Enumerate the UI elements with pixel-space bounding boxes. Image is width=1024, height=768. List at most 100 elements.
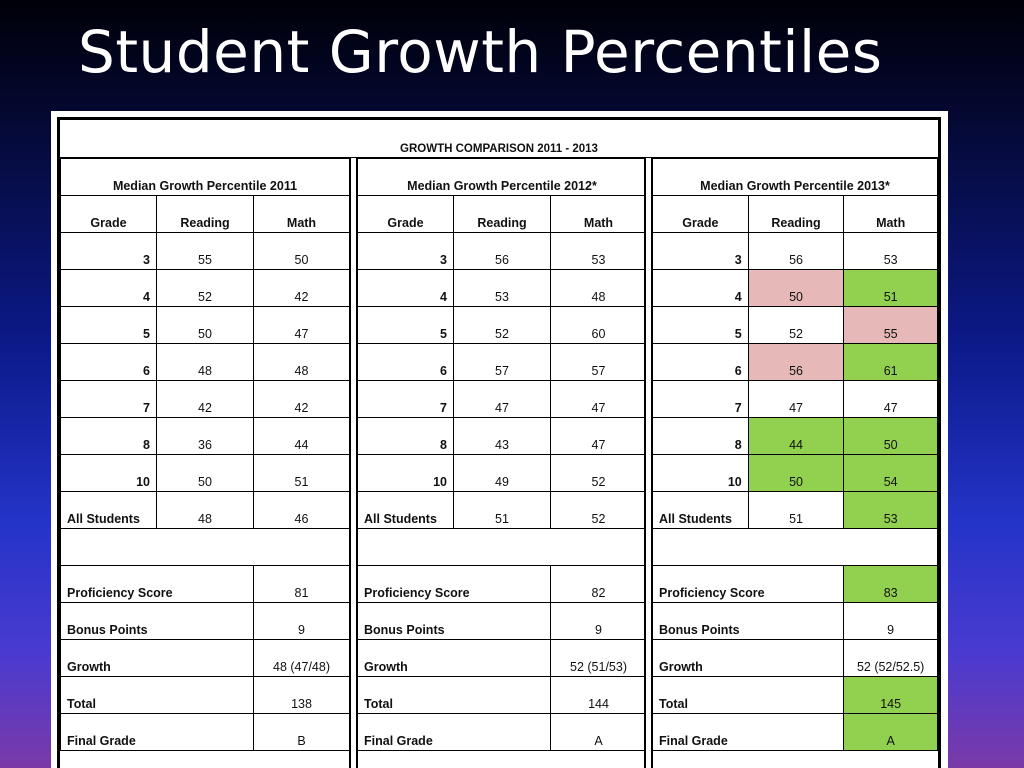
summary-label: Total [60, 676, 254, 714]
math-cell: 44 [253, 417, 350, 455]
math-cell: 53 [843, 491, 938, 529]
table-header: GROWTH COMPARISON 2011 - 2013 [60, 120, 938, 158]
summary-row: Proficiency Score 83 [651, 565, 938, 603]
summary-label: Proficiency Score [357, 565, 551, 603]
summary-label: Growth [651, 639, 845, 677]
reading-cell: 53 [453, 269, 551, 307]
math-cell: 53 [550, 232, 647, 270]
reading-cell: 56 [747, 343, 845, 381]
math-cell: 50 [843, 417, 938, 455]
math-cell: 47 [550, 380, 647, 418]
summary-value: 52 (51/53) [550, 639, 647, 677]
reading-cell: 48 [156, 491, 254, 529]
grade-cell: 7 [357, 380, 454, 418]
table-row: 3 55 50 [60, 232, 350, 270]
reading-cell: 51 [747, 491, 845, 529]
grade-cell: 8 [652, 417, 749, 455]
table-row: 5 50 47 [60, 306, 350, 344]
math-cell: 55 [843, 306, 938, 344]
math-cell: 42 [253, 380, 350, 418]
reading-cell: 36 [156, 417, 254, 455]
summary-value: 9 [550, 602, 647, 640]
column-header-grade: Grade [652, 195, 749, 233]
grade-cell: 5 [652, 306, 749, 344]
summary-value: A [843, 713, 938, 751]
summary-row: Growth 52 (51/53) [357, 639, 647, 677]
reading-cell: 55 [156, 232, 254, 270]
summary-label: Bonus Points [651, 602, 845, 640]
grade-cell: All Students [357, 491, 454, 529]
math-cell: 42 [253, 269, 350, 307]
column-header-grade: Grade [60, 195, 157, 233]
table-row: 10 49 52 [357, 454, 647, 492]
summary-row: Bonus Points 9 [651, 602, 938, 640]
math-cell: 46 [253, 491, 350, 529]
table-row: 5 52 55 [652, 306, 938, 344]
table-row: 7 47 47 [357, 380, 647, 418]
grade-cell: 10 [652, 454, 749, 492]
spacer-row [60, 528, 350, 566]
math-cell: 47 [550, 417, 647, 455]
table-row: 6 56 61 [652, 343, 938, 381]
summary-value: B [253, 713, 350, 751]
table-row: 8 36 44 [60, 417, 350, 455]
summary-row: Total 145 [651, 676, 938, 714]
section-title: Median Growth Percentile 2013* [652, 158, 938, 196]
math-cell: 52 [550, 491, 647, 529]
column-header-reading: Reading [453, 195, 551, 233]
table-frame: GROWTH COMPARISON 2011 - 2013 Median Gro… [57, 117, 941, 768]
grade-cell: 6 [60, 343, 157, 381]
summary-label: Bonus Points [60, 602, 254, 640]
math-cell: 48 [550, 269, 647, 307]
table-row: All Students 51 52 [357, 491, 647, 529]
reading-cell: 48 [156, 343, 254, 381]
summary-value: 48 (47/48) [253, 639, 350, 677]
growth-comparison-sheet: GROWTH COMPARISON 2011 - 2013 Median Gro… [51, 111, 948, 768]
table-row: 3 56 53 [652, 232, 938, 270]
grade-cell: 8 [357, 417, 454, 455]
grade-cell: 4 [652, 269, 749, 307]
math-cell: 50 [253, 232, 350, 270]
summary-label: Growth [60, 639, 254, 677]
summary-row: Growth 48 (47/48) [60, 639, 350, 677]
section-divider [349, 158, 358, 768]
reading-cell: 50 [747, 269, 845, 307]
math-cell: 52 [550, 454, 647, 492]
reading-cell: 56 [453, 232, 551, 270]
growth-table-section: Median Growth Percentile 2011 Grade Readin… [60, 158, 350, 751]
table-row: All Students 51 53 [652, 491, 938, 529]
grade-cell: All Students [652, 491, 749, 529]
column-header-math: Math [843, 195, 938, 233]
reading-cell: 49 [453, 454, 551, 492]
grade-cell: 10 [357, 454, 454, 492]
summary-label: Proficiency Score [651, 565, 845, 603]
grade-cell: 5 [357, 306, 454, 344]
math-cell: 60 [550, 306, 647, 344]
table-row: 4 50 51 [652, 269, 938, 307]
summary-label: Proficiency Score [60, 565, 254, 603]
table-row: 6 48 48 [60, 343, 350, 381]
math-cell: 61 [843, 343, 938, 381]
summary-value: 145 [843, 676, 938, 714]
summary-value: 9 [843, 602, 938, 640]
table-row: 7 42 42 [60, 380, 350, 418]
reading-cell: 57 [453, 343, 551, 381]
table-row: 3 56 53 [357, 232, 647, 270]
summary-label: Final Grade [60, 713, 254, 751]
math-cell: 48 [253, 343, 350, 381]
spacer-row [357, 528, 647, 566]
math-cell: 53 [843, 232, 938, 270]
column-header-math: Math [253, 195, 350, 233]
column-header-reading: Reading [747, 195, 845, 233]
grade-cell: 6 [652, 343, 749, 381]
summary-value: 138 [253, 676, 350, 714]
summary-row: Total 138 [60, 676, 350, 714]
slide-title: Student Growth Percentiles [78, 18, 883, 86]
reading-cell: 52 [453, 306, 551, 344]
summary-row: Proficiency Score 81 [60, 565, 350, 603]
summary-row: Final Grade A [357, 713, 647, 751]
math-cell: 51 [253, 454, 350, 492]
column-header-grade: Grade [357, 195, 454, 233]
table-row: 4 53 48 [357, 269, 647, 307]
column-header-math: Math [550, 195, 647, 233]
